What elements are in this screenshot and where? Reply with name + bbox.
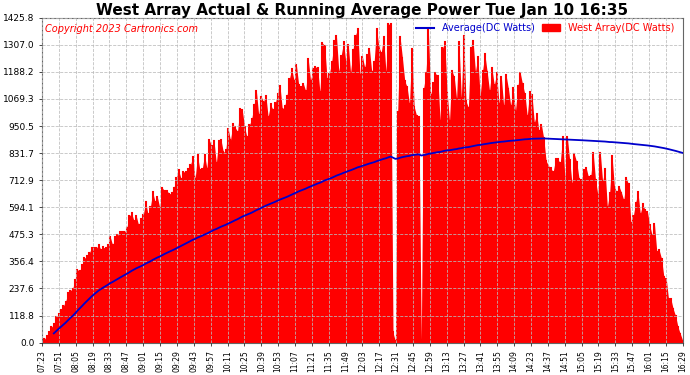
Title: West Array Actual & Running Average Power Tue Jan 10 16:35: West Array Actual & Running Average Powe…	[97, 3, 629, 18]
Legend: Average(DC Watts), West Array(DC Watts): Average(DC Watts), West Array(DC Watts)	[413, 20, 678, 37]
Text: Copyright 2023 Cartronics.com: Copyright 2023 Cartronics.com	[46, 24, 198, 34]
